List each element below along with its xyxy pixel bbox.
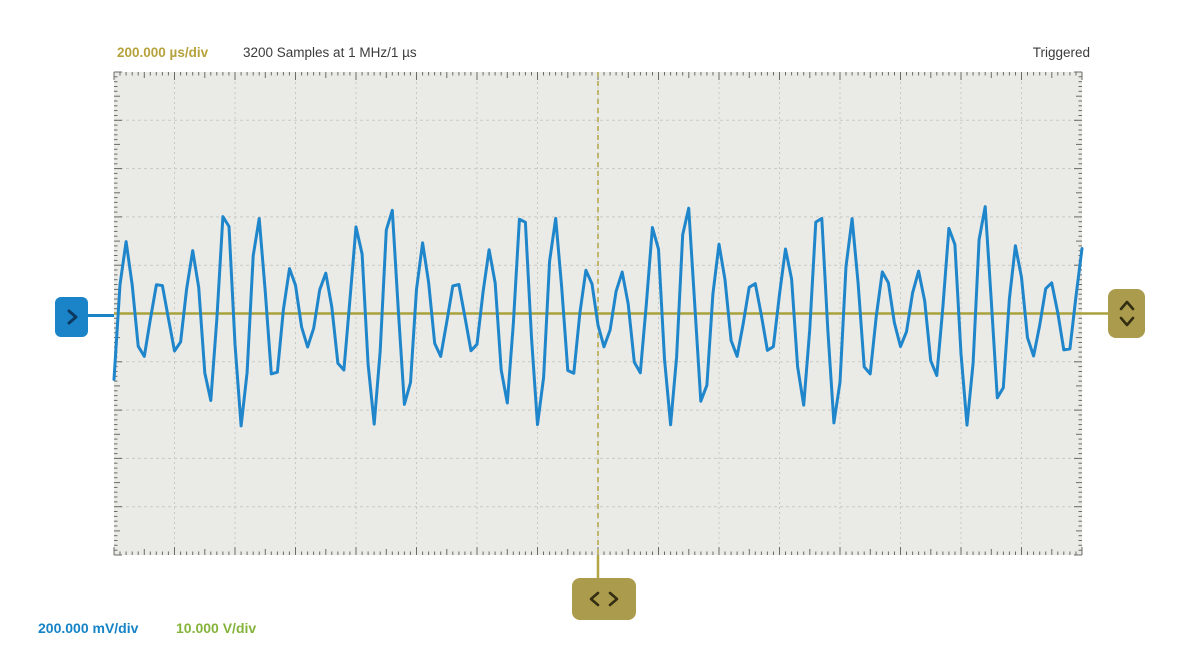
channel1-waveform [112, 205, 1084, 428]
samples-info-label: 3200 Samples at 1 MHz/1 µs [243, 45, 417, 60]
channel1-offset-handle[interactable] [55, 297, 88, 337]
channel2-scale-label: 10.000 V/div [176, 620, 257, 636]
chevron-left-icon [589, 591, 600, 607]
chevron-right-icon [608, 591, 619, 607]
ruler-ticks [113, 71, 1083, 556]
timebase-label: 200.000 µs/div [117, 45, 209, 60]
channel1-scale-label: 200.000 mV/div [38, 620, 139, 636]
trigger-position-handle[interactable] [572, 578, 636, 620]
chevron-down-icon [1119, 316, 1134, 327]
trigger-level-handle[interactable] [1108, 289, 1145, 338]
chevron-up-icon [1119, 300, 1134, 311]
trigger-status-label: Triggered [1032, 45, 1090, 60]
chevron-right-icon [67, 309, 77, 325]
